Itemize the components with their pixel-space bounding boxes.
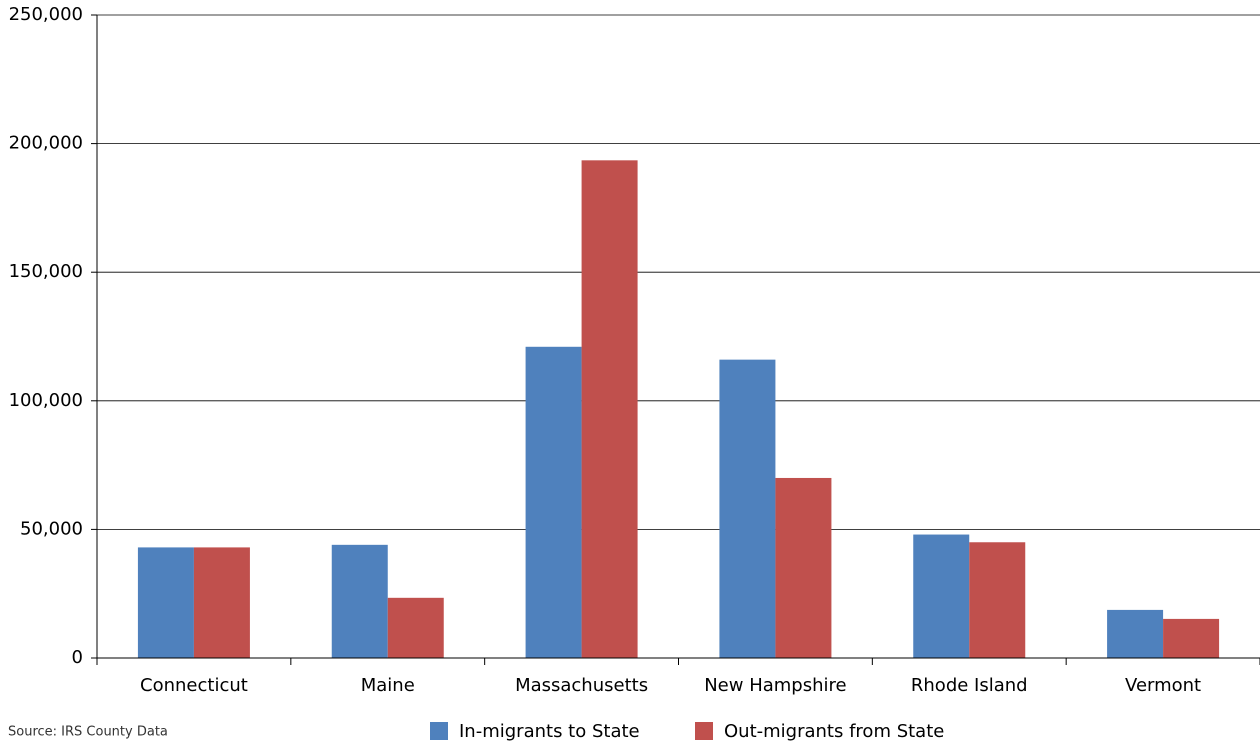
bar [193,547,250,658]
legend-swatch [695,722,713,740]
y-tick-label: 100,000 [9,390,83,411]
bar [775,477,832,658]
y-tick-label: 150,000 [9,261,83,282]
legend-label: In-migrants to State [459,721,640,742]
bar [969,542,1026,658]
x-tick-label: New Hampshire [704,675,846,696]
bar [331,544,388,658]
x-tick-label: Rhode Island [911,675,1028,696]
legend-label: Out-migrants from State [724,721,944,742]
source-note: Source: IRS County Data [8,725,168,740]
x-tick-label: Maine [361,675,415,696]
bar [719,359,776,658]
bar [1163,618,1220,658]
bar [525,346,582,658]
x-tick-label: Connecticut [140,675,248,696]
bar [1107,609,1164,658]
legend-swatch [430,722,448,740]
y-tick-label: 200,000 [9,133,83,154]
bar [137,547,194,658]
bar [581,160,638,658]
x-tick-label: Vermont [1125,675,1201,696]
y-tick-label: 0 [72,647,83,668]
x-tick-label: Massachusetts [515,675,648,696]
bar [387,597,444,658]
bar [913,534,970,658]
y-tick-label: 50,000 [20,518,83,539]
y-tick-label: 250,000 [9,4,83,25]
